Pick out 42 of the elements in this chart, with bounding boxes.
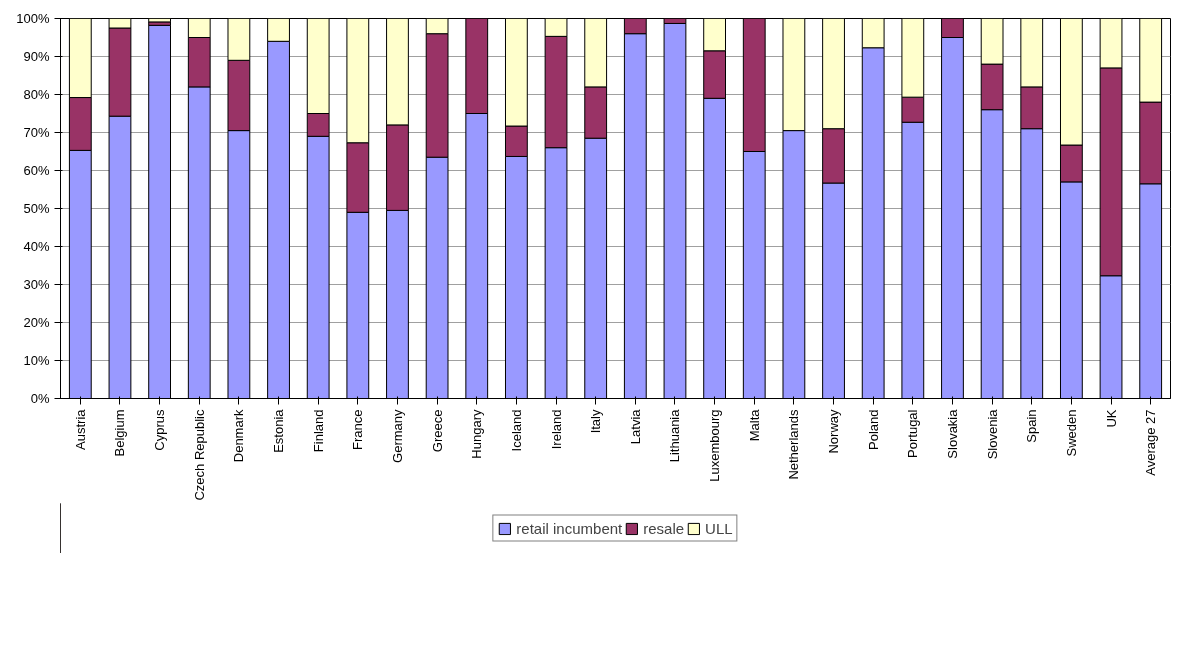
y-tick-label: 10%: [23, 353, 50, 368]
x-tick-label: Luxembourg: [707, 409, 723, 482]
y-tick-label: 60%: [23, 163, 50, 178]
y-tick-label: 30%: [23, 277, 50, 292]
x-tick-label: Norway: [826, 409, 842, 454]
y-tick-label: 80%: [23, 87, 50, 102]
x-tick-label: Germany: [389, 409, 405, 463]
legend-label: resale: [643, 519, 685, 537]
x-tick-label: Belgium: [112, 409, 128, 457]
x-tick-label: Malta: [746, 408, 762, 442]
x-tick-label: Finland: [310, 409, 326, 453]
y-tick-label: 40%: [23, 239, 50, 254]
y-tick-label: 90%: [23, 49, 50, 64]
x-tick-label: Sweden: [1063, 409, 1079, 457]
x-tick-label: UK: [1103, 409, 1119, 428]
y-tick-label: 100%: [16, 11, 50, 26]
x-tick-label: Czech Republic: [191, 409, 207, 501]
y-tick-label: 50%: [23, 201, 50, 216]
x-tick-label: Lithuania: [667, 408, 683, 463]
x-tick-label: Average 27: [1143, 409, 1159, 476]
x-tick-label: Ireland: [548, 409, 564, 450]
y-tick-label: 20%: [23, 315, 50, 330]
y-tick-label: 0%: [30, 391, 50, 406]
x-tick-label: Italy: [588, 409, 604, 434]
x-tick-label: Portugal: [905, 409, 921, 458]
x-tick-label: Iceland: [508, 409, 524, 452]
x-tick-label: Slovakia: [944, 408, 960, 459]
x-tick-label: Estonia: [271, 408, 287, 453]
x-tick-label: Latvia: [627, 408, 643, 445]
x-tick-label: Austria: [72, 408, 88, 450]
x-tick-label: Greece: [429, 409, 445, 453]
x-tick-label: Cyprus: [152, 409, 168, 451]
x-tick-label: Slovenia: [984, 408, 1000, 460]
legend-label: retail incumbent: [516, 519, 623, 537]
x-tick-label: France: [350, 409, 366, 450]
legend-label: ULL: [705, 519, 733, 537]
x-tick-label: Poland: [865, 409, 881, 450]
y-tick-label: 70%: [23, 125, 50, 140]
x-tick-label: Denmark: [231, 409, 247, 463]
x-tick-label: Hungary: [469, 409, 485, 459]
x-tick-label: Spain: [1024, 409, 1040, 443]
x-tick-label: Netherlands: [786, 409, 802, 480]
